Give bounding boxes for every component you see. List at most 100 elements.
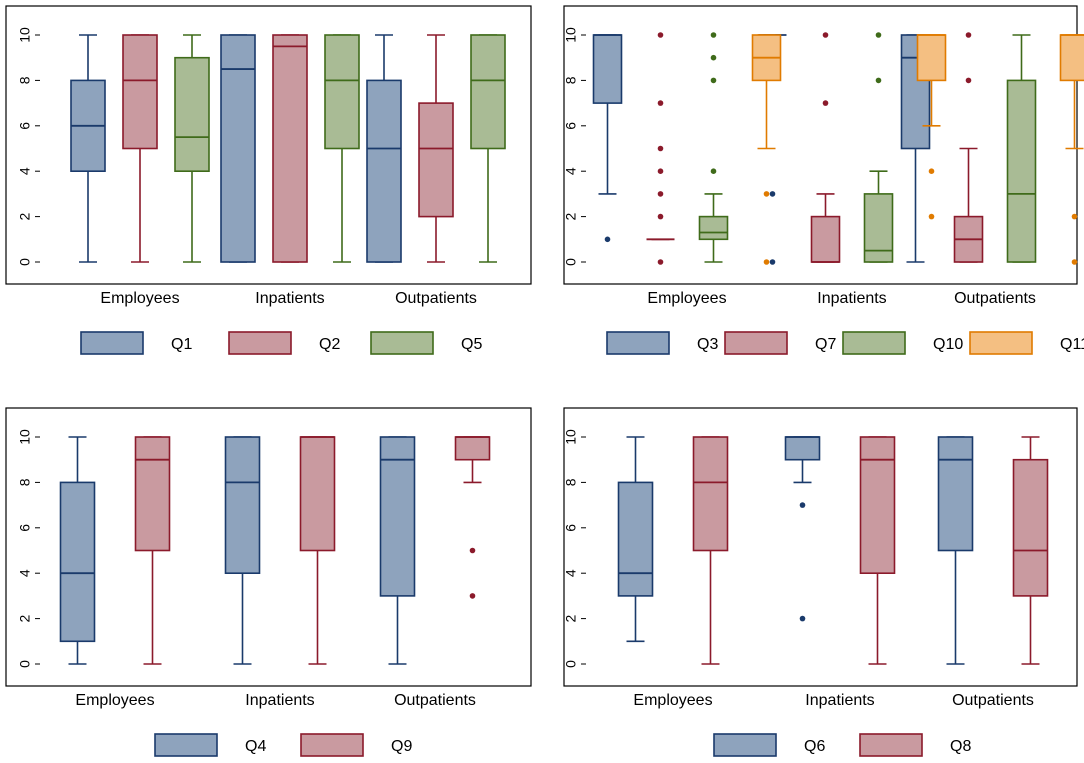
box-Q1-employees bbox=[70, 34, 106, 263]
x-category-label: Inpatients bbox=[255, 290, 324, 307]
y-tick-label: 10 bbox=[563, 27, 579, 43]
box-iqr bbox=[324, 34, 360, 150]
box-Q6-employees bbox=[617, 436, 654, 643]
box-iqr bbox=[810, 215, 841, 263]
box-Q2-employees bbox=[122, 34, 158, 263]
outlier-point bbox=[710, 77, 717, 84]
box-iqr bbox=[224, 436, 261, 574]
outlier-point bbox=[769, 259, 776, 265]
box-iqr bbox=[937, 436, 974, 552]
x-category-label: Employees bbox=[75, 692, 154, 709]
box-Q11-outpatients bbox=[1059, 34, 1084, 265]
legend-swatch bbox=[300, 733, 364, 757]
box-Q8-outpatients bbox=[1012, 436, 1049, 665]
legend-swatch bbox=[713, 733, 777, 757]
legend-item-q5: Q5 bbox=[370, 331, 482, 355]
y-tick-label: 8 bbox=[563, 76, 579, 84]
plot-frame bbox=[5, 5, 532, 285]
outlier-point bbox=[763, 259, 770, 265]
legend-item-q7: Q7 bbox=[724, 331, 836, 355]
outlier-point bbox=[875, 77, 882, 84]
box-Q9-inpatients bbox=[299, 436, 336, 665]
box-Q3-outpatients bbox=[900, 34, 931, 263]
legend-swatch bbox=[724, 331, 788, 355]
legend-label: Q10 bbox=[933, 336, 963, 353]
plot-frame bbox=[563, 5, 1078, 285]
y-tick-label: 2 bbox=[17, 212, 33, 220]
box-Q9-employees bbox=[134, 436, 171, 665]
x-category-label: Employees bbox=[633, 692, 712, 709]
outlier-point bbox=[657, 32, 664, 38]
box-Q1-outpatients bbox=[366, 34, 402, 263]
chart-panel-3: 0 2 4 6 8 10 Employees Inpatients Outpatients Q4 Q… bbox=[5, 407, 532, 757]
box-iqr bbox=[859, 436, 896, 574]
legend-swatch bbox=[80, 331, 144, 355]
box-iqr bbox=[1012, 458, 1049, 597]
legend-label: Q9 bbox=[391, 738, 412, 755]
legend-swatch bbox=[370, 331, 434, 355]
y-tick-label: 2 bbox=[17, 614, 33, 622]
box-iqr bbox=[272, 34, 308, 263]
outlier-point bbox=[657, 213, 664, 220]
box-Q10-inpatients bbox=[863, 32, 894, 263]
outlier-point bbox=[657, 145, 664, 152]
y-tick-label: 4 bbox=[17, 167, 33, 175]
x-category-label: Inpatients bbox=[245, 692, 314, 709]
box-Q1-inpatients bbox=[220, 34, 256, 263]
outlier-point bbox=[965, 32, 972, 38]
chart-panel-2: 0 2 4 6 8 10 Employees Inpatients Outpatients Q3 Q… bbox=[563, 5, 1084, 355]
y-tick-label: 4 bbox=[17, 569, 33, 577]
outlier-point bbox=[1071, 213, 1078, 220]
legend-label: Q6 bbox=[804, 738, 825, 755]
y-tick-label: 0 bbox=[563, 660, 579, 668]
box-iqr bbox=[692, 436, 729, 552]
legend-item-q6: Q6 bbox=[713, 733, 825, 757]
legend-item-q2: Q2 bbox=[228, 331, 340, 355]
outlier-point bbox=[657, 191, 664, 197]
box-iqr bbox=[122, 34, 158, 150]
y-tick-label: 10 bbox=[17, 429, 33, 445]
y-tick-label: 6 bbox=[17, 524, 33, 532]
outlier-point bbox=[657, 259, 664, 265]
box-Q6-inpatients bbox=[784, 436, 821, 622]
box-iqr bbox=[470, 34, 506, 150]
legend-item-q8: Q8 bbox=[859, 733, 971, 757]
legend-label: Q11 bbox=[1060, 336, 1084, 353]
legend-label: Q2 bbox=[319, 336, 340, 353]
box-Q10-outpatients bbox=[1006, 34, 1037, 263]
legend-swatch bbox=[606, 331, 670, 355]
legend-item-q1: Q1 bbox=[80, 331, 192, 355]
outlier-point bbox=[822, 100, 829, 106]
outlier-point bbox=[875, 32, 882, 38]
outlier-point bbox=[604, 236, 611, 243]
box-Q11-employees bbox=[751, 34, 782, 265]
outlier-point bbox=[710, 32, 717, 38]
box-Q4-employees bbox=[59, 436, 96, 665]
y-tick-label: 4 bbox=[563, 167, 579, 175]
box-iqr bbox=[1059, 34, 1084, 82]
y-tick-label: 4 bbox=[563, 569, 579, 577]
legend-item-q3: Q3 bbox=[606, 331, 718, 355]
y-tick-label: 8 bbox=[17, 76, 33, 84]
x-category-label: Inpatients bbox=[817, 290, 886, 307]
x-category-label: Employees bbox=[647, 290, 726, 307]
box-Q5-employees bbox=[174, 34, 210, 263]
plot-frame bbox=[563, 407, 1078, 687]
box-iqr bbox=[863, 193, 894, 263]
box-Q8-inpatients bbox=[859, 436, 896, 665]
box-iqr bbox=[784, 436, 821, 461]
box-iqr bbox=[592, 34, 623, 104]
chart-panel-4: 0 2 4 6 8 10 Employees Inpatients Outpatients Q6 Q… bbox=[563, 407, 1078, 757]
box-iqr bbox=[916, 34, 947, 82]
legend-label: Q5 bbox=[461, 336, 482, 353]
outlier-point bbox=[799, 502, 806, 508]
legend-item-q9: Q9 bbox=[300, 733, 412, 757]
box-Q6-outpatients bbox=[937, 436, 974, 665]
box-Q5-inpatients bbox=[324, 34, 360, 263]
legend-label: Q3 bbox=[697, 336, 718, 353]
box-Q3-employees bbox=[592, 34, 623, 243]
outlier-point bbox=[710, 168, 717, 174]
box-iqr bbox=[134, 436, 171, 552]
y-tick-label: 6 bbox=[563, 524, 579, 532]
